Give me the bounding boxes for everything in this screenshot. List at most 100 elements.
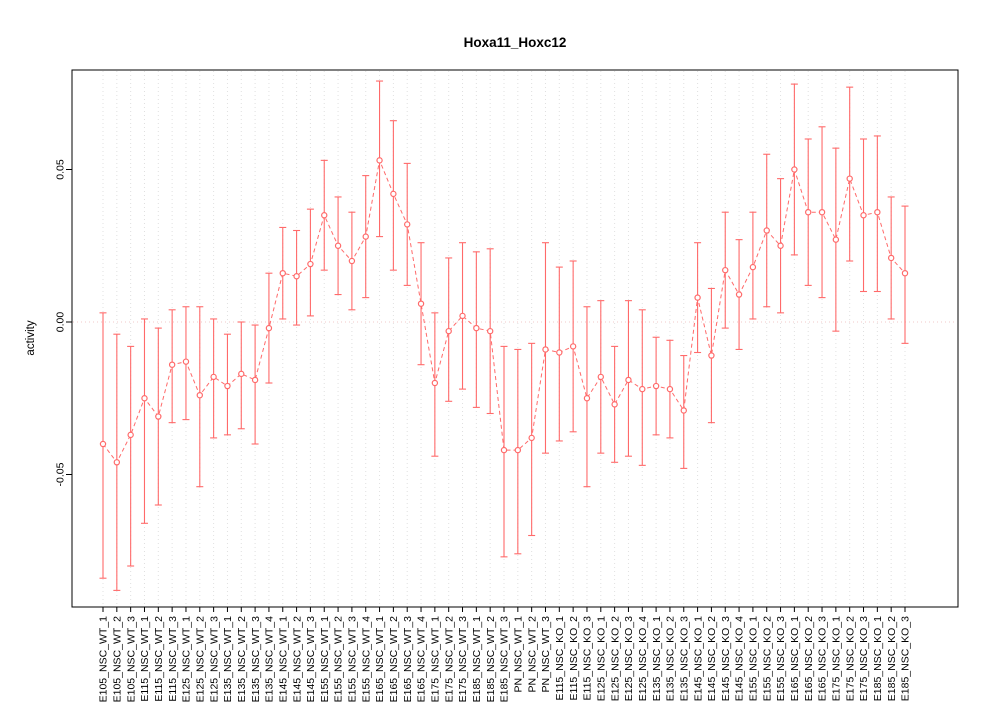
x-axis-label: E155_NSC_WT_4 (360, 616, 372, 703)
data-point (625, 376, 632, 384)
data-points (99, 157, 909, 466)
x-axis-label: E175_NSC_WT_2 (443, 616, 455, 703)
x-axis-ticks (102, 607, 906, 612)
x-axis-label: E125_NSC_KO_1 (595, 616, 607, 701)
x-axis-label: E105_NSC_WT_3 (125, 616, 137, 703)
x-axis-label: E165_NSC_KO_1 (789, 616, 801, 701)
plot-border (71, 69, 959, 608)
x-axis-label: E135_NSC_KO_3 (678, 616, 690, 701)
data-point (652, 382, 660, 390)
x-axis-label: E115_NSC_WT_2 (153, 616, 165, 702)
x-axis-label: E115_NSC_KO_1 (554, 616, 566, 701)
x-axis-label: E155_NSC_KO_1 (748, 616, 760, 701)
data-point (210, 373, 217, 381)
x-axis-label: E185_NSC_KO_1 (872, 616, 884, 701)
data-point (141, 395, 148, 402)
data-point (334, 242, 342, 249)
data-point (182, 358, 190, 365)
x-axis-label: E135_NSC_KO_1 (651, 616, 663, 701)
data-point (473, 324, 480, 332)
x-axis-label: E185_NSC_WT_3 (499, 616, 511, 703)
data-point (127, 431, 134, 439)
x-axis-label: E145_NSC_KO_3 (720, 616, 732, 701)
x-axis-label: E105_NSC_WT_1 (98, 616, 110, 703)
data-point (168, 361, 176, 368)
x-axis-label: E125_NSC_KO_3 (623, 616, 635, 701)
x-axis-label: E115_NSC_KO_2 (568, 616, 580, 701)
x-axis-label: PN_NSC_WT_3 (540, 616, 552, 693)
x-axis-label: E125_NSC_WT_2 (194, 616, 206, 703)
x-axis-label: E145_NSC_KO_1 (692, 616, 704, 701)
y-axis-label: -0.05 (55, 462, 67, 486)
x-axis-label: E165_NSC_WT_3 (402, 616, 414, 703)
x-axis-label: E155_NSC_WT_1 (319, 616, 331, 703)
data-point (307, 260, 314, 268)
y-axis-labels: -0.05 0.00 0.05 (55, 159, 67, 486)
data-point (196, 392, 203, 399)
x-axis-label: E155_NSC_WT_2 (333, 616, 345, 703)
data-point (279, 270, 286, 277)
x-axis-label: E115_NSC_KO_3 (582, 616, 594, 701)
data-point (417, 300, 425, 307)
x-axis-label: E165_NSC_KO_3 (817, 616, 829, 701)
y-axis-label: 0.00 (55, 312, 67, 333)
x-axis-label: E125_NSC_WT_1 (181, 616, 193, 703)
data-point (293, 273, 300, 280)
data-point (348, 257, 356, 265)
data-point (390, 190, 397, 198)
x-axis-label: E125_NSC_WT_3 (208, 616, 220, 703)
data-point (556, 349, 563, 356)
x-axis-label: E135_NSC_KO_2 (665, 616, 677, 701)
data-point (708, 352, 715, 359)
x-axis-label: E135_NSC_WT_2 (236, 616, 248, 703)
data-point (887, 254, 895, 262)
data-point (901, 270, 909, 277)
x-axis-label: E145_NSC_WT_1 (277, 616, 289, 703)
x-axis-label: E185_NSC_KO_3 (900, 616, 912, 701)
data-point (874, 208, 881, 216)
data-point (251, 376, 259, 384)
data-point (528, 434, 535, 442)
data-point (404, 221, 411, 228)
data-point (486, 327, 494, 335)
data-point (832, 236, 840, 243)
data-point (846, 175, 853, 182)
x-axis-label: E165_NSC_WT_1 (374, 616, 386, 703)
x-axis-labels: E105_NSC_WT_1 E105_NSC_WT_2 E105_NSC_WT_3 E… (98, 616, 912, 703)
data-point (238, 370, 245, 378)
y-axis-ticks (66, 169, 72, 475)
series-line (102, 158, 906, 464)
data-point (777, 242, 784, 249)
y-axis-title: activity (25, 320, 37, 355)
x-axis-label: E165_NSC_WT_2 (388, 616, 400, 703)
data-point (514, 446, 522, 454)
data-point (860, 212, 867, 219)
x-axis-label: E185_NSC_WT_2 (485, 616, 497, 703)
x-axis-label: E165_NSC_KO_2 (803, 616, 815, 701)
data-point (666, 385, 674, 393)
data-point (818, 208, 826, 216)
data-point (376, 157, 383, 164)
x-axis-label: E185_NSC_WT_1 (471, 616, 483, 703)
x-axis-label: E145_NSC_KO_2 (706, 616, 718, 701)
x-axis-label: E155_NSC_KO_2 (761, 616, 773, 701)
data-point (500, 446, 508, 454)
x-axis-label: E145_NSC_WT_3 (305, 616, 317, 703)
data-point (583, 395, 591, 402)
data-point (694, 294, 701, 301)
data-point (611, 401, 618, 408)
data-point (113, 459, 121, 466)
x-axis-label: E175_NSC_WT_1 (430, 616, 442, 703)
x-axis-label: E155_NSC_KO_3 (775, 616, 787, 701)
x-axis-label: PN_NSC_WT_1 (513, 616, 525, 693)
x-axis-label: E175_NSC_KO_1 (831, 616, 843, 701)
data-point (749, 263, 757, 271)
x-axis-label: E175_NSC_KO_2 (844, 616, 856, 701)
x-axis-label: E115_NSC_WT_1 (139, 616, 151, 702)
data-point (445, 327, 452, 335)
data-point (155, 413, 162, 420)
data-point (722, 266, 729, 274)
data-point (597, 373, 604, 381)
data-point (805, 208, 812, 216)
